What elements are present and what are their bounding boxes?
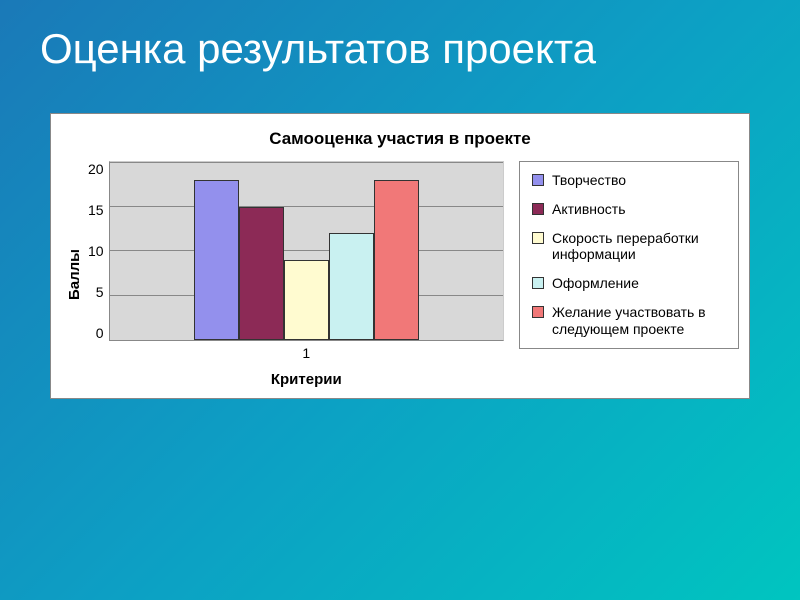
swatch-icon xyxy=(532,203,544,215)
bar-activity xyxy=(239,207,284,341)
ytick: 5 xyxy=(96,284,104,300)
slide-title: Оценка результатов проекта xyxy=(0,0,800,73)
bar-willingness xyxy=(374,180,419,340)
swatch-icon xyxy=(532,277,544,289)
ytick: 20 xyxy=(88,161,104,177)
y-axis-ticks: 20 15 10 5 0 xyxy=(88,161,109,341)
bar-creativity xyxy=(194,180,239,340)
plot-section: Баллы 20 15 10 5 0 xyxy=(61,161,504,388)
bar-processing-speed xyxy=(284,260,329,340)
swatch-icon xyxy=(532,232,544,244)
ytick: 0 xyxy=(96,325,104,341)
bars-group xyxy=(110,162,503,340)
legend-item: Творчество xyxy=(532,172,726,189)
plot-area xyxy=(109,161,504,341)
legend-item: Желание участвовать в следующем проекте xyxy=(532,304,726,338)
legend-label: Активность xyxy=(552,201,626,218)
legend-item: Скорость переработки информации xyxy=(532,230,726,264)
plot-column: 1 Критерии xyxy=(109,161,504,388)
legend-item: Активность xyxy=(532,201,726,218)
x-axis-label: Критерии xyxy=(109,361,504,388)
legend-label: Оформление xyxy=(552,275,639,292)
swatch-icon xyxy=(532,174,544,186)
chart-body: Баллы 20 15 10 5 0 xyxy=(61,161,739,388)
x-tick-label: 1 xyxy=(109,341,504,361)
chart-container: Самооценка участия в проекте Баллы 20 15… xyxy=(50,113,750,399)
swatch-icon xyxy=(532,306,544,318)
chart-title: Самооценка участия в проекте xyxy=(61,129,739,149)
ytick: 15 xyxy=(88,202,104,218)
legend-item: Оформление xyxy=(532,275,726,292)
legend-label: Творчество xyxy=(552,172,626,189)
bar-design xyxy=(329,233,374,340)
legend-label: Желание участвовать в следующем проекте xyxy=(552,304,726,338)
y-axis-label: Баллы xyxy=(61,161,88,388)
legend-label: Скорость переработки информации xyxy=(552,230,726,264)
ytick: 10 xyxy=(88,243,104,259)
legend: Творчество Активность Скорость переработ… xyxy=(519,161,739,349)
